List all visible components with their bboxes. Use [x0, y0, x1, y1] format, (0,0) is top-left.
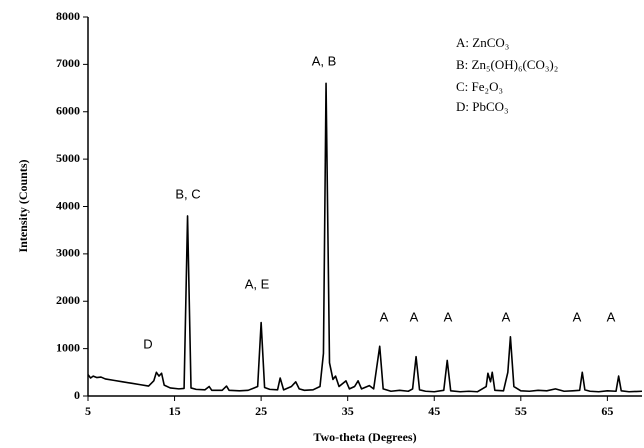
peak-label: A, B	[312, 53, 337, 68]
peak-label: A	[573, 309, 582, 324]
y-tick-label: 2000	[56, 293, 80, 307]
x-tick-label: 55	[515, 404, 527, 418]
x-tick-label: 5	[85, 404, 91, 418]
y-tick-label: 0	[74, 388, 80, 402]
legend-entry: D: PbCO₃	[456, 99, 509, 114]
peak-label: A, E	[245, 276, 270, 291]
x-axis-title: Two-theta (Degrees)	[313, 430, 416, 444]
peak-label: D	[143, 336, 152, 351]
xrd-line	[87, 82, 643, 393]
peak-label: A	[607, 309, 616, 324]
legend-entry: C: Fe₂O₃	[456, 79, 503, 94]
y-tick-label: 7000	[56, 56, 80, 70]
y-tick-label: 4000	[56, 198, 80, 212]
legend-entry: A: ZnCO₃	[456, 35, 509, 50]
y-tick-label: 6000	[56, 104, 80, 118]
peak-label: A	[444, 309, 453, 324]
peak-label: A	[410, 309, 419, 324]
peak-label: A	[502, 309, 511, 324]
x-tick-label: 15	[169, 404, 181, 418]
peak-label: B, C	[175, 186, 200, 201]
x-tick-label: 35	[342, 404, 354, 418]
legend-entry: B: Zn₅(OH)₆(CO₃)₂	[456, 57, 558, 72]
y-tick-label: 3000	[56, 246, 80, 260]
x-tick-label: 45	[428, 404, 440, 418]
peak-label: A	[380, 309, 389, 324]
y-axis-title: Intensity (Counts)	[16, 159, 30, 252]
y-tick-label: 1000	[56, 340, 80, 354]
y-tick-label: 5000	[56, 151, 80, 165]
x-tick-label: 25	[255, 404, 267, 418]
x-tick-label: 65	[601, 404, 613, 418]
y-tick-label: 8000	[56, 9, 80, 23]
